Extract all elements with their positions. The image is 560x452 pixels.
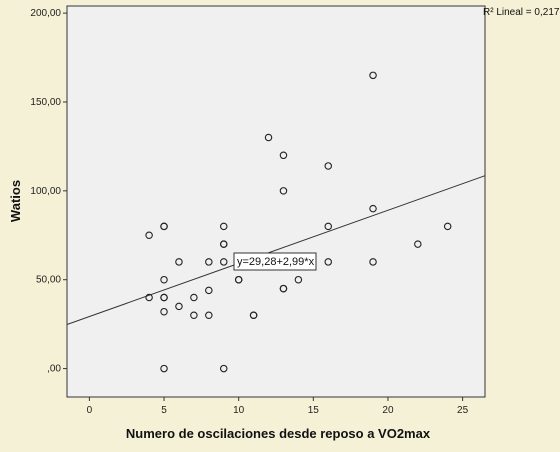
y-axis: ,00 50,00 100,00 150,00 200,00 [30,8,67,375]
x-tick-label: 25 [457,405,469,416]
regression-line [66,175,486,325]
data-point [160,364,168,373]
data-point [369,71,377,80]
data-point [160,222,168,231]
x-axis: 0 5 10 15 20 25 [87,397,469,416]
data-points [145,71,452,373]
x-tick-label: 5 [161,405,167,416]
data-point [145,231,153,240]
equation-text: y=29,28+2,99*x [237,256,315,268]
x-axis-title: Numero de oscilaciones desde reposo a VO… [126,426,431,441]
y-tick-label: ,00 [47,364,61,375]
y-tick-label: 50,00 [36,275,61,286]
y-tick-label: 100,00 [30,186,61,197]
plot-area [66,5,486,398]
data-point [324,162,332,170]
x-tick-label: 10 [233,405,245,416]
data-point [175,302,183,311]
data-point [205,258,213,266]
y-axis-title: Watios [8,180,23,222]
data-point [190,311,198,319]
data-point [160,293,168,302]
y-tick-label: 200,00 [30,8,61,19]
data-point [249,311,258,319]
data-point [160,307,168,316]
data-point [160,275,168,284]
data-point [190,293,198,302]
data-point [205,286,213,295]
data-point [220,240,228,248]
data-point [279,284,288,293]
r2-legend: R² Lineal = 0,217 [483,7,560,18]
data-point [175,258,183,266]
data-point [369,258,377,266]
data-point [414,240,422,248]
x-tick-label: 20 [382,405,394,416]
data-point [220,222,228,231]
data-point [279,187,288,195]
data-point [264,133,273,142]
x-tick-label: 0 [87,405,93,416]
data-point [369,204,377,213]
data-point [443,222,452,231]
y-tick-label: 150,00 [30,97,61,108]
data-point [205,311,213,319]
data-point [220,258,228,266]
x-tick-label: 15 [308,405,320,416]
data-point [234,275,243,284]
data-point [220,364,228,373]
data-point [279,151,288,160]
data-point [145,293,153,302]
equation-label: y=29,28+2,99*x [233,252,317,271]
data-point [294,275,303,284]
data-point [324,222,332,231]
data-point [324,258,332,266]
